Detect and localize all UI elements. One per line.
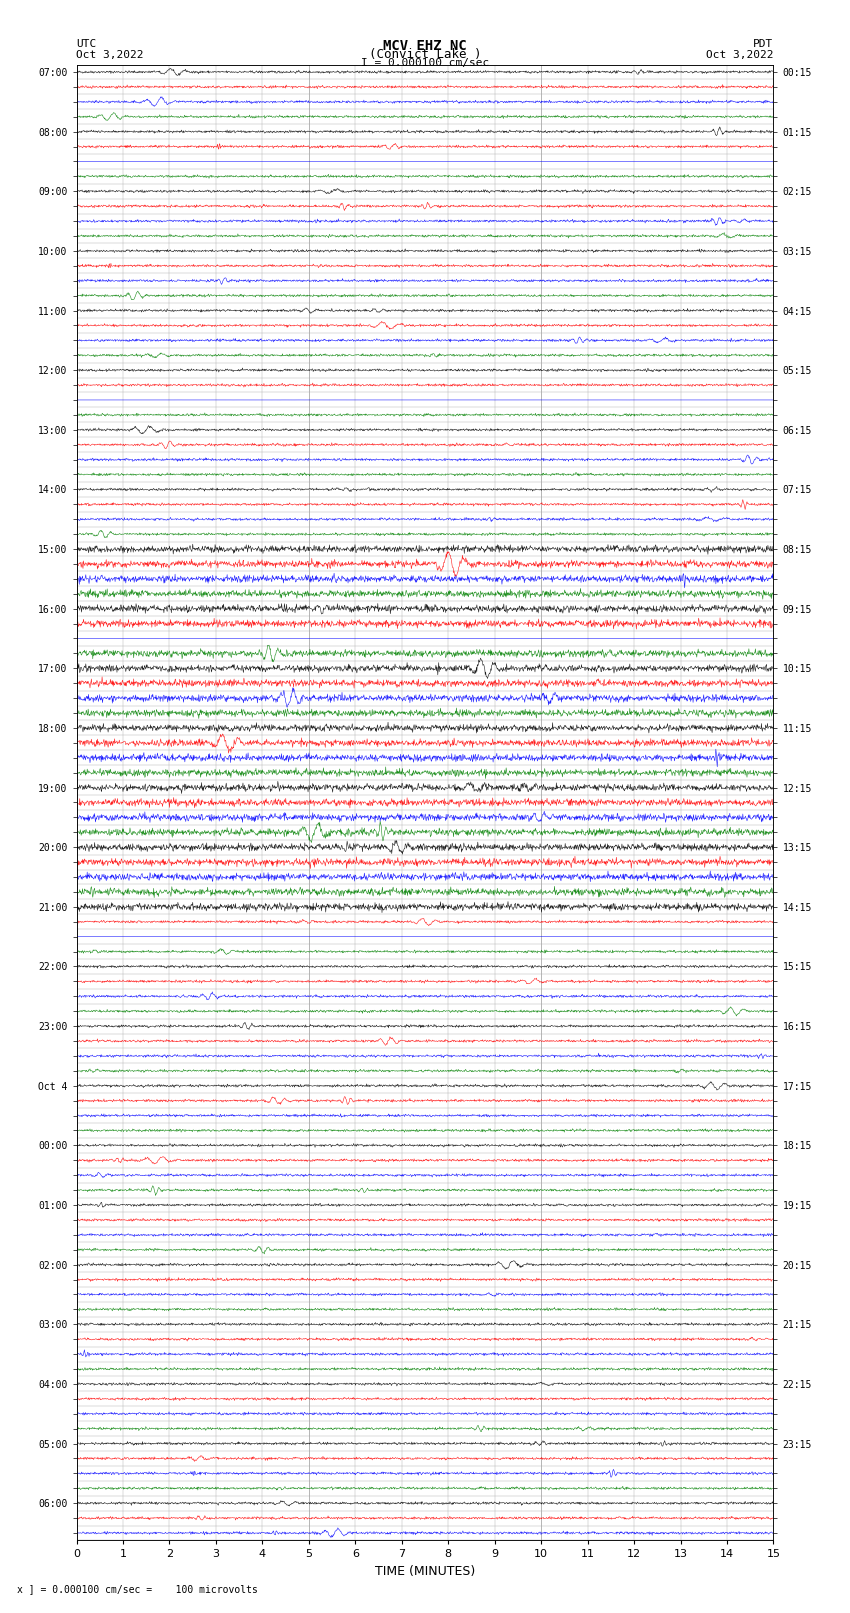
Text: (Convict Lake ): (Convict Lake ) (369, 48, 481, 61)
Text: Oct 3,2022: Oct 3,2022 (706, 50, 774, 60)
Text: MCV EHZ NC: MCV EHZ NC (383, 39, 467, 53)
Text: PDT: PDT (753, 39, 774, 48)
Text: x ] = 0.000100 cm/sec =    100 microvolts: x ] = 0.000100 cm/sec = 100 microvolts (17, 1584, 258, 1594)
Text: Oct 3,2022: Oct 3,2022 (76, 50, 144, 60)
Text: I = 0.000100 cm/sec: I = 0.000100 cm/sec (361, 58, 489, 68)
X-axis label: TIME (MINUTES): TIME (MINUTES) (375, 1565, 475, 1578)
Text: UTC: UTC (76, 39, 97, 48)
